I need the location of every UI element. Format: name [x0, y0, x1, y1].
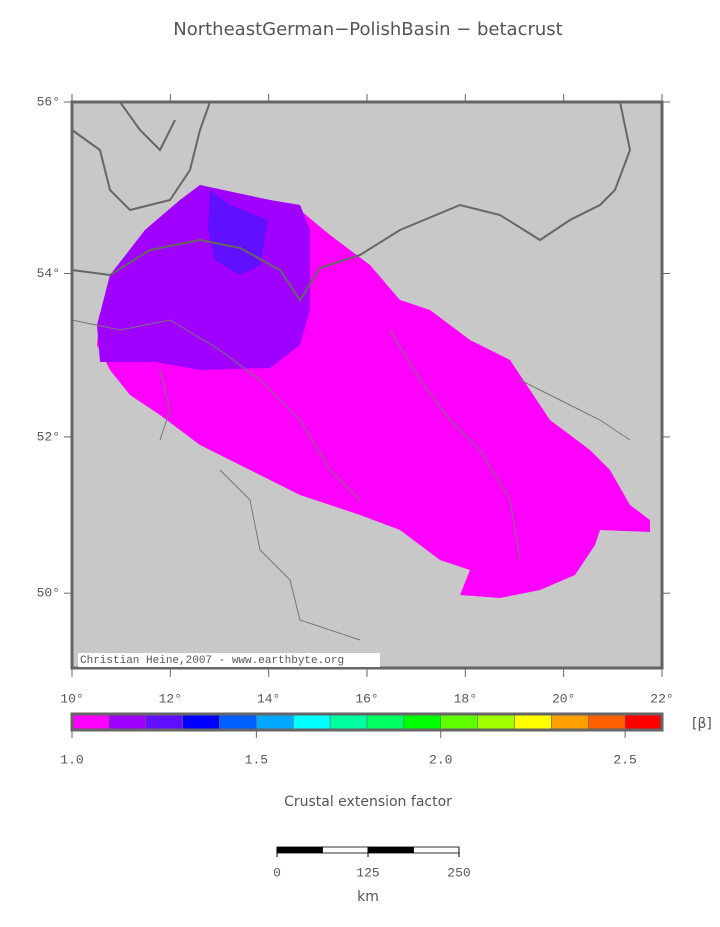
- beta-region-high: [208, 190, 268, 275]
- lon-tick-label: 10°: [60, 691, 83, 706]
- scale-bar-label: 250: [447, 865, 470, 880]
- colorbar-cell: [293, 713, 331, 731]
- colorbar-cell: [256, 713, 294, 731]
- colorbar-cell: [551, 713, 589, 731]
- lon-tick-label: 20°: [552, 691, 575, 706]
- colorbar-frame: [70, 712, 664, 732]
- colorbar-cell: [108, 713, 146, 731]
- coastlines: [71, 101, 632, 302]
- credit-box: [78, 653, 380, 667]
- colorbar-cell: [219, 713, 257, 731]
- scale-bar-segment: [322, 846, 369, 854]
- colorbar-tick-label: 2.0: [429, 752, 452, 767]
- colorbar-cell: [329, 713, 368, 731]
- colorbar-cell: [71, 713, 110, 731]
- map-title: NortheastGerman−PolishBasin − betacrust: [173, 19, 562, 40]
- colorbar-cell: [145, 713, 183, 731]
- colorbar-tick-label: 2.5: [613, 752, 636, 767]
- lon-tick-label: 16°: [355, 691, 378, 706]
- colorbar-cell: [514, 713, 552, 731]
- colorbar-cell: [366, 713, 405, 731]
- colorbar-cell: [624, 713, 663, 731]
- colorbar-tick-label: 1.0: [60, 752, 83, 767]
- colorbar-unit: [β]: [692, 716, 712, 732]
- scale-bar-unit: km: [357, 889, 379, 905]
- colorbar-cell: [403, 713, 441, 731]
- lon-tick-label: 12°: [159, 691, 182, 706]
- credit: Christian Heine,2007 - www.earthbyte.org: [80, 655, 344, 667]
- colorbar-cell: [182, 713, 220, 731]
- lat-tick-label: 52°: [37, 429, 60, 444]
- lat-tick-label: 56°: [37, 94, 60, 109]
- colorbar-cell: [440, 713, 478, 731]
- lon-tick-label: 14°: [257, 691, 280, 706]
- scale-bar-label: 0: [273, 865, 281, 880]
- colorbar-cell: [588, 713, 626, 731]
- scale-bar-segment: [276, 846, 323, 854]
- colorbar-tick-label: 1.5: [245, 752, 268, 767]
- rivers: [71, 319, 631, 641]
- lat-tick-label: 50°: [37, 586, 60, 601]
- scale-bar-segment: [367, 846, 414, 854]
- scale-bar-segment: [413, 846, 460, 854]
- lon-tick-label: 22°: [650, 691, 673, 706]
- lat-tick-label: 54°: [37, 266, 60, 281]
- colorbar-cell: [477, 713, 515, 731]
- colorbar-label: Crustal extension factor: [284, 794, 452, 810]
- scale-bar-label: 125: [356, 865, 379, 880]
- lon-tick-label: 18°: [454, 691, 477, 706]
